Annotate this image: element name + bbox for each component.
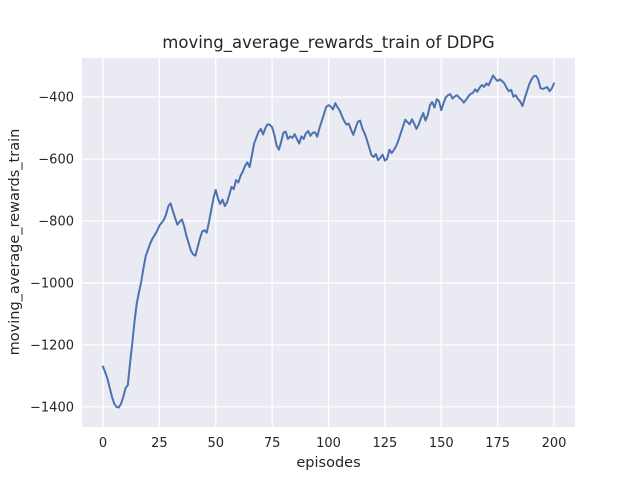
x-tick-label: 75 — [264, 436, 281, 451]
series-line — [102, 74, 555, 409]
y-tick-label: −400 — [38, 91, 74, 106]
x-tick-label: 0 — [99, 436, 107, 451]
x-tick-label: 100 — [316, 436, 341, 451]
chart-title: moving_average_rewards_train of DDPG — [162, 33, 495, 52]
x-tick-label: 25 — [151, 436, 168, 451]
x-tick-label: 150 — [429, 436, 454, 451]
y-tick-label: −1000 — [30, 276, 74, 291]
x-axis-label: episodes — [296, 455, 361, 471]
y-tick-label: −1400 — [30, 400, 74, 415]
x-tick-label: 50 — [207, 436, 224, 451]
y-tick-label: −1200 — [30, 338, 74, 353]
x-tick-label: 125 — [372, 436, 397, 451]
y-tick-label: −800 — [38, 214, 74, 229]
x-tick-label: 175 — [485, 436, 510, 451]
y-tick-label: −600 — [38, 153, 74, 168]
y-axis-label: moving_average_rewards_train — [7, 128, 23, 356]
x-tick-label: 200 — [542, 436, 567, 451]
